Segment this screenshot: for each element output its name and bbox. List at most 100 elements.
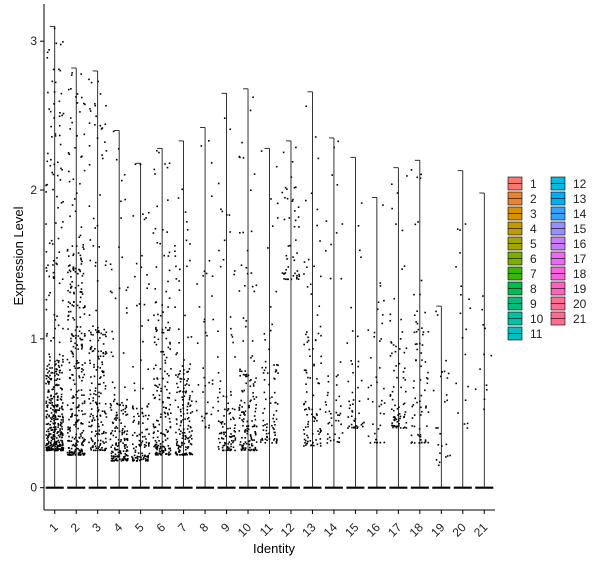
data-point (50, 158, 52, 161)
data-point (118, 455, 121, 458)
data-point (78, 409, 80, 412)
data-point (319, 275, 322, 278)
data-point (370, 356, 372, 359)
data-point (181, 188, 183, 191)
data-point (338, 414, 341, 417)
data-point (167, 321, 170, 324)
data-point (45, 377, 48, 380)
data-point (248, 406, 251, 409)
data-point (88, 421, 91, 424)
data-point (212, 318, 215, 321)
data-point (50, 394, 52, 397)
data-point (182, 435, 185, 437)
data-point (115, 443, 117, 445)
data-point (187, 378, 189, 380)
data-point (154, 453, 157, 455)
data-point (105, 447, 107, 450)
data-point (400, 318, 402, 321)
data-point (98, 402, 101, 405)
data-point (61, 388, 63, 390)
data-point (134, 451, 137, 453)
data-point (168, 408, 171, 411)
data-point (109, 438, 112, 441)
data-point (56, 384, 59, 387)
data-point (238, 406, 241, 409)
data-point (119, 440, 122, 443)
data-point (307, 376, 309, 379)
data-point (205, 272, 208, 275)
data-point (313, 420, 315, 423)
data-point (175, 423, 178, 425)
data-point (95, 369, 98, 371)
data-point (97, 339, 100, 342)
data-point (78, 376, 81, 379)
data-point (115, 457, 118, 460)
data-point (70, 454, 73, 456)
data-point (469, 307, 472, 310)
data-point (47, 430, 50, 433)
legend-item-9: 9 (507, 296, 537, 311)
data-point (356, 427, 358, 429)
data-point (75, 433, 78, 436)
data-point (420, 394, 423, 397)
data-point (250, 272, 253, 274)
data-point (391, 422, 393, 424)
data-point (135, 407, 138, 410)
data-point (80, 338, 82, 341)
data-point (316, 314, 319, 316)
data-point (103, 374, 105, 377)
data-point (52, 408, 54, 411)
data-point (255, 407, 257, 410)
data-point (45, 446, 48, 449)
data-point (52, 417, 55, 420)
data-point (80, 422, 83, 424)
data-point (432, 389, 435, 392)
data-point (97, 326, 99, 329)
data-point (91, 419, 94, 421)
data-point (396, 376, 398, 379)
data-point (180, 378, 183, 380)
data-point (224, 431, 227, 434)
data-point (96, 449, 99, 452)
data-point (337, 441, 340, 444)
data-point (243, 401, 246, 404)
data-point (274, 370, 277, 373)
data-point (234, 449, 236, 452)
data-point (84, 305, 86, 307)
data-point (52, 271, 55, 274)
data-point (228, 435, 231, 438)
data-point (118, 287, 121, 290)
data-point (184, 448, 187, 451)
data-point (48, 414, 50, 417)
data-point (56, 161, 59, 164)
data-point (392, 425, 395, 427)
data-point (50, 436, 53, 439)
data-point (45, 191, 47, 193)
data-point (421, 359, 423, 361)
data-point (446, 377, 449, 379)
data-point (97, 409, 100, 411)
data-point (77, 454, 80, 456)
data-point (99, 442, 102, 445)
data-point (241, 141, 243, 144)
data-point (59, 444, 62, 446)
data-point (357, 386, 359, 389)
data-point (99, 444, 101, 446)
legend-label: 3 (530, 207, 537, 221)
data-point (251, 420, 253, 422)
data-point (113, 460, 115, 462)
data-point (110, 409, 113, 411)
data-point (266, 372, 269, 374)
data-point (189, 405, 191, 407)
data-point (98, 357, 100, 360)
violin-group-9 (217, 92, 237, 489)
data-point (253, 415, 256, 417)
data-point (239, 443, 241, 446)
data-point (66, 248, 69, 251)
data-point (421, 327, 423, 329)
violin-group-5 (131, 162, 151, 489)
data-point (53, 441, 56, 444)
data-point (319, 431, 321, 434)
data-point (110, 404, 113, 407)
data-point (54, 426, 57, 428)
